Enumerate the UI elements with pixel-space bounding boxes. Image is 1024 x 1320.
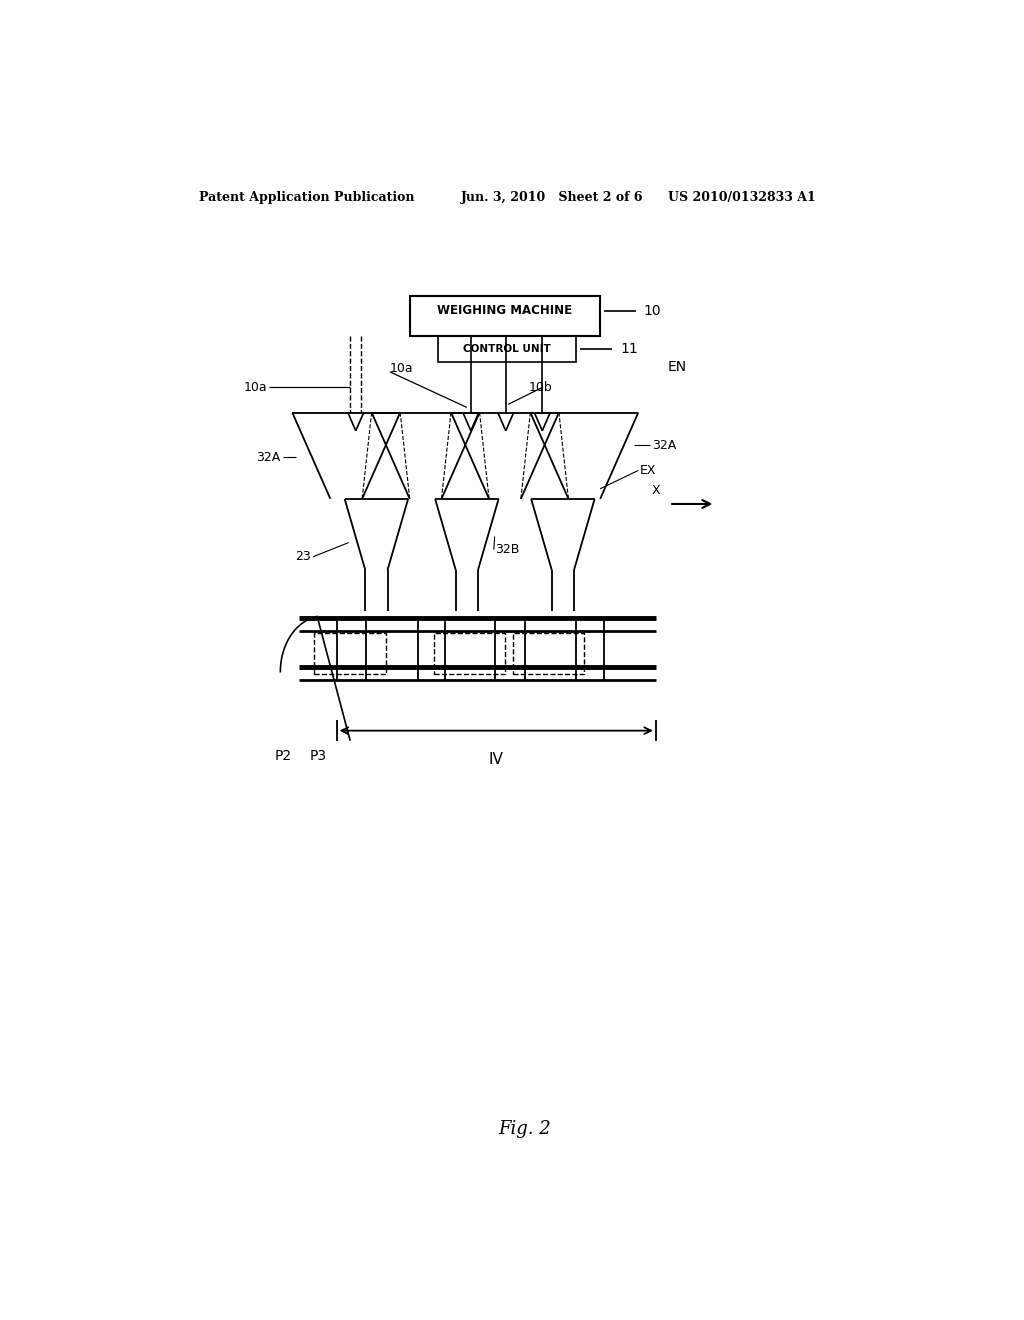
Bar bbox=[433, 634, 505, 673]
Text: WEIGHING MACHINE: WEIGHING MACHINE bbox=[437, 305, 572, 317]
Text: 10a: 10a bbox=[244, 380, 267, 393]
Text: US 2010/0132833 A1: US 2010/0132833 A1 bbox=[668, 190, 815, 203]
Text: EX: EX bbox=[640, 463, 656, 477]
Bar bbox=[513, 634, 585, 673]
Text: 10b: 10b bbox=[528, 380, 553, 393]
Text: IV: IV bbox=[488, 751, 504, 767]
Text: 32A: 32A bbox=[652, 438, 676, 451]
Text: X: X bbox=[652, 484, 660, 498]
Text: 10a: 10a bbox=[390, 362, 414, 375]
Text: 10: 10 bbox=[644, 304, 662, 318]
Text: 32B: 32B bbox=[496, 544, 520, 556]
Text: 11: 11 bbox=[620, 342, 638, 356]
Text: Jun. 3, 2010   Sheet 2 of 6: Jun. 3, 2010 Sheet 2 of 6 bbox=[461, 190, 644, 203]
Text: CONTROL UNIT: CONTROL UNIT bbox=[463, 345, 551, 354]
Text: P3: P3 bbox=[310, 748, 327, 763]
Text: 32A: 32A bbox=[256, 450, 281, 463]
Text: P2: P2 bbox=[274, 748, 291, 763]
Text: 23: 23 bbox=[295, 550, 310, 564]
Bar bbox=[437, 337, 577, 362]
Bar bbox=[314, 634, 386, 673]
Text: Patent Application Publication: Patent Application Publication bbox=[200, 190, 415, 203]
Bar bbox=[410, 296, 600, 337]
Text: EN: EN bbox=[668, 360, 687, 374]
Text: Fig. 2: Fig. 2 bbox=[499, 1121, 551, 1138]
